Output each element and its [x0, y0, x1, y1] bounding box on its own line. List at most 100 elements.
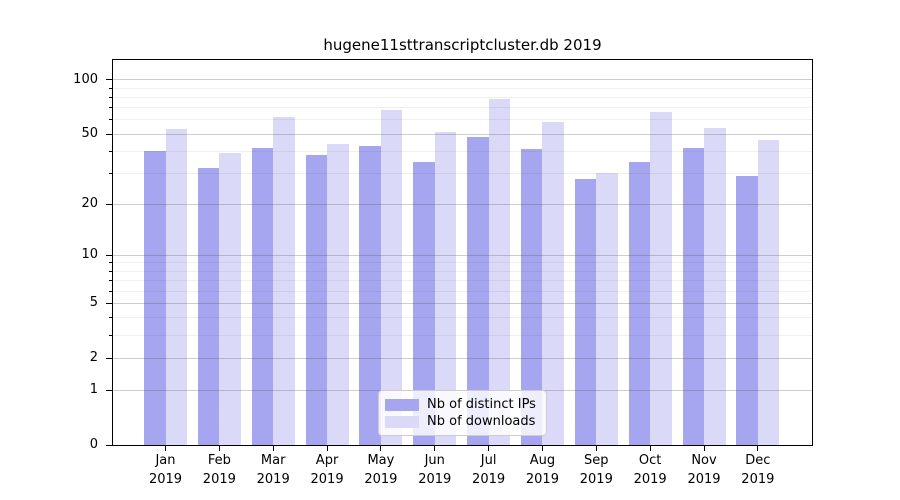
y-minor-tick	[109, 87, 112, 89]
x-tick-year: 2019	[633, 472, 667, 487]
y-tick-label: 1	[89, 382, 98, 398]
x-tick	[434, 446, 436, 451]
gridline-minor	[113, 119, 812, 121]
bar-distinct-ips	[413, 161, 435, 445]
y-tick	[106, 357, 112, 359]
x-tick-label: Sep 2019	[569, 451, 623, 489]
bar-downloads	[650, 112, 672, 445]
x-tick-label: Nov 2019	[677, 451, 731, 489]
x-tick	[165, 446, 166, 451]
x-tick-year: 2019	[579, 472, 613, 487]
x-tick-month: Jan	[155, 453, 176, 468]
legend-label-downloads: Nb of downloads	[427, 414, 536, 429]
y-minor-tick	[109, 150, 112, 152]
bar-downloads	[434, 132, 457, 445]
x-tick	[326, 446, 328, 451]
x-tick	[595, 446, 597, 451]
legend-swatch-downloads	[385, 415, 419, 428]
bar-distinct-ips	[736, 175, 758, 445]
x-tick	[380, 446, 382, 451]
x-tick-month: Nov	[691, 453, 717, 468]
gridline-minor	[113, 270, 812, 272]
grid-layer	[113, 60, 812, 445]
y-tick-label: 100	[73, 71, 98, 87]
legend-item-downloads: Nb of downloads	[385, 413, 540, 430]
x-tick-month: Jun	[424, 453, 445, 468]
x-tick-year: 2019	[256, 472, 290, 487]
bars-layer	[113, 60, 812, 445]
x-tick-year: 2019	[418, 472, 452, 487]
y-tick	[106, 302, 112, 304]
y-tick	[106, 133, 112, 135]
legend-swatch-distinct-ips	[385, 398, 419, 411]
bar-distinct-ips	[467, 137, 489, 445]
y-tick-label: 5	[89, 295, 98, 311]
x-tick	[218, 446, 220, 451]
bar-distinct-ips	[574, 178, 597, 445]
y-tick	[106, 389, 112, 391]
gridline-minor	[113, 262, 812, 264]
bar-distinct-ips	[520, 149, 543, 445]
bar-downloads	[704, 128, 726, 445]
y-minor-tick	[109, 172, 112, 174]
gridline-major	[113, 79, 812, 81]
legend-label-distinct-ips: Nb of distinct IPs	[427, 397, 536, 412]
y-minor-tick	[109, 119, 112, 121]
bar-distinct-ips	[359, 145, 381, 445]
bar-downloads	[488, 99, 511, 445]
x-tick-label: Jan 2019	[139, 451, 193, 489]
gridline-major	[113, 133, 812, 135]
gridline-minor	[113, 87, 812, 89]
x-tick-label: Jun 2019	[408, 451, 462, 489]
x-tick-month: Oct	[638, 453, 662, 468]
bar-downloads	[596, 173, 618, 445]
bar-distinct-ips	[628, 161, 651, 445]
x-tick-label: Mar 2019	[246, 451, 300, 489]
gridline-major	[113, 357, 812, 359]
gridline-minor	[113, 280, 812, 282]
y-minor-tick	[109, 96, 112, 98]
x-tick-month: Aug	[529, 453, 556, 468]
x-tick-month: Feb	[207, 453, 231, 468]
y-tick-label: 10	[81, 247, 98, 263]
bar-downloads	[757, 140, 780, 445]
y-minor-tick	[109, 290, 112, 292]
x-tick-year: 2019	[472, 472, 506, 487]
gridline-minor	[113, 334, 812, 336]
y-tick	[106, 444, 112, 446]
y-minor-tick	[109, 270, 112, 272]
bar-downloads	[542, 122, 564, 445]
y-minor-tick	[109, 334, 112, 336]
bar-distinct-ips	[682, 147, 704, 445]
y-minor-tick	[109, 280, 112, 282]
x-tick-month: Mar	[260, 453, 286, 468]
y-minor-tick	[109, 317, 112, 319]
x-tick-label: Aug 2019	[515, 451, 569, 489]
x-tick-month: Jul	[480, 453, 497, 468]
x-tick-label: Jul 2019	[462, 451, 516, 489]
y-tick-label: 0	[89, 437, 98, 452]
x-tick-month: Sep	[584, 453, 609, 468]
y-tick	[106, 79, 112, 81]
bar-distinct-ips	[305, 155, 328, 445]
gridline-major	[113, 302, 812, 304]
bar-downloads	[273, 117, 295, 445]
legend: Nb of distinct IPs Nb of downloads	[378, 390, 547, 436]
y-tick	[106, 254, 112, 256]
legend-item-distinct-ips: Nb of distinct IPs	[385, 396, 540, 413]
x-tick	[272, 446, 274, 451]
x-tick-label: Dec 2019	[731, 451, 785, 489]
x-tick-month: Dec	[745, 453, 771, 468]
x-tick-label: Feb 2019	[192, 451, 246, 489]
bar-downloads	[327, 143, 349, 445]
y-minor-tick	[109, 107, 112, 109]
x-tick-year: 2019	[687, 472, 721, 487]
x-tick	[541, 446, 543, 451]
x-tick-label: Oct 2019	[623, 451, 677, 489]
gridline-minor	[113, 107, 812, 109]
y-minor-tick	[109, 262, 112, 264]
bar-downloads	[219, 153, 241, 445]
bar-distinct-ips	[251, 147, 274, 445]
x-tick-year: 2019	[525, 472, 559, 487]
